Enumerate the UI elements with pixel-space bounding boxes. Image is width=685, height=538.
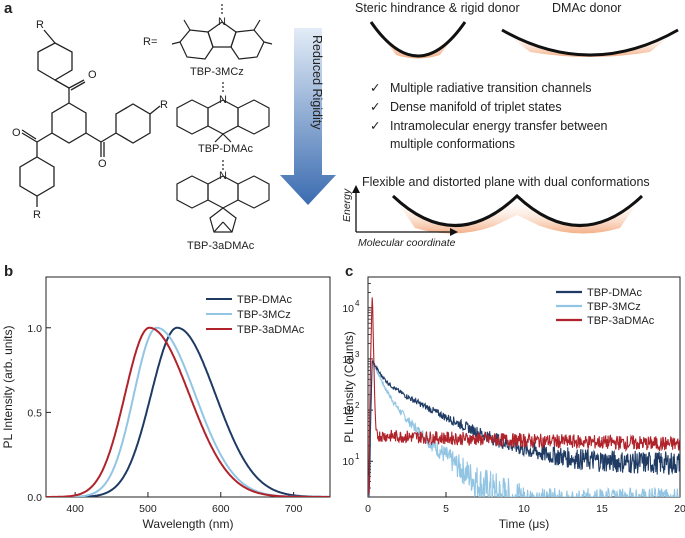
legend-b: TBP-DMAc TBP-3MCz TBP-3aDMAc: [206, 294, 305, 336]
spectrum-tbp-3mcz: [46, 326, 330, 497]
y-axis-label-c: PL Intensity (Counts): [342, 331, 356, 443]
bullet-3: Intramolecular energy transfer between: [390, 119, 608, 133]
legend-entry: TBP-3MCz: [237, 309, 291, 321]
r-definition: R=: [143, 36, 157, 48]
legend-entry: TBP-3aDMAc: [237, 324, 305, 336]
dual-well-curve: [391, 193, 644, 227]
molecule-label-3admac: TBP-3aDMAc: [187, 240, 255, 252]
series-lines-b: [46, 326, 330, 497]
y-tick-exponent: 3: [355, 350, 360, 359]
dual-well-glow: [393, 196, 642, 234]
donor-3mcz-n: N: [218, 16, 226, 28]
y-tick-exponent: 1: [355, 452, 360, 461]
check-icon: ✓: [370, 100, 380, 114]
reduced-rigidity-arrow: [280, 28, 336, 205]
y-tick-label: 0.5: [27, 407, 42, 419]
bullet-4: multiple conformations: [390, 137, 515, 151]
y-tick-exponent: 2: [355, 401, 360, 410]
legend-entry: TBP-DMAc: [237, 294, 293, 306]
x-tick-label: 700: [285, 503, 303, 515]
y-tick-exponent: 4: [355, 299, 360, 308]
energy-axis-label: Energy: [341, 188, 353, 222]
decay-tbp-dmac: [368, 360, 680, 497]
y-tick-label: 10: [342, 405, 354, 417]
decay-tbp-3admac: [368, 297, 680, 495]
decay-tbp-3mcz: [368, 360, 680, 497]
x-ticks-b: 400 500 600 700 0.0 0.5 1.0: [27, 323, 302, 515]
panel-a-label: a: [4, 0, 13, 17]
spectrum-tbp-dmac: [46, 326, 330, 497]
y-tick-label: 1.0: [27, 323, 42, 335]
y-axis-label-b: PL Intensity (arb. units): [1, 326, 15, 449]
donor-dmac-structure: [176, 82, 270, 143]
x-tick-label: 400: [66, 503, 84, 515]
legend-entry: TBP-3MCz: [587, 301, 641, 313]
well-label-rigid: Steric hindrance & rigid donor: [355, 1, 520, 15]
donor-3admac-n: N: [219, 170, 227, 182]
y-tick-label: 10: [342, 354, 354, 366]
y-tick-label: 10: [342, 456, 354, 468]
x-tick-label: 0: [365, 503, 371, 515]
well-dmac-curve: [501, 28, 679, 57]
x-axis-label-c: Time (μs): [499, 517, 549, 531]
well-label-dmac: DMAc donor: [552, 1, 621, 15]
x-tick-label: 5: [443, 503, 449, 515]
plot-frame-b: [45, 276, 331, 498]
bullet-1: Multiple radiative transition channels: [390, 81, 592, 95]
molecule-label-dmac: TBP-DMAc: [198, 143, 254, 155]
panel-c-label: c: [345, 263, 353, 280]
x-tick-label: 500: [139, 503, 157, 515]
bullet-2: Dense manifold of triplet states: [390, 100, 562, 114]
donor-3mcz-structure: [171, 4, 273, 60]
series-lines-c: [368, 297, 680, 497]
check-icon: ✓: [370, 81, 380, 95]
y-tick-label: 0.0: [27, 492, 42, 504]
coordinate-axis-arrowhead: [450, 228, 458, 236]
carbonyl-oxygen-1: O: [88, 69, 97, 81]
panel-a: a O O O R R R R=: [4, 0, 679, 252]
legend-entry: TBP-DMAc: [587, 287, 643, 299]
legend-entry: TBP-3aDMAc: [587, 315, 655, 327]
x-tick-label: 600: [212, 503, 230, 515]
molecule-label-3mcz: TBP-3MCz: [190, 66, 244, 78]
well-rigid-curve: [369, 21, 467, 58]
core-structure: [19, 29, 161, 207]
r-group-1: R: [36, 19, 44, 31]
x-tick-label: 15: [596, 503, 608, 515]
x-axis-label-b: Wavelength (nm): [143, 517, 234, 531]
legend-c: TBP-DMAc TBP-3MCz TBP-3aDMAc: [556, 287, 655, 327]
spectrum-tbp-3admac: [46, 326, 330, 497]
energy-axis-arrowhead: [352, 185, 360, 193]
x-tick-label: 10: [518, 503, 530, 515]
check-icon: ✓: [370, 119, 380, 133]
carbonyl-oxygen-2: O: [98, 158, 107, 170]
x-tick-label: 20: [674, 503, 685, 515]
donor-3admac-structure: [176, 160, 270, 233]
donor-dmac-n: N: [219, 94, 227, 106]
r-group-2: R: [160, 99, 168, 111]
reduced-rigidity-label: Reduced Rigidity: [310, 35, 324, 130]
well-rigid-glow: [371, 22, 465, 59]
flexible-label: Flexible and distorted plane with dual c…: [362, 175, 650, 189]
panel-b-label: b: [4, 263, 13, 280]
r-group-3: R: [33, 209, 41, 221]
carbonyl-oxygen-3: O: [12, 127, 21, 139]
y-tick-label: 10: [342, 303, 354, 315]
coordinate-axis-label: Molecular coordinate: [358, 237, 456, 249]
